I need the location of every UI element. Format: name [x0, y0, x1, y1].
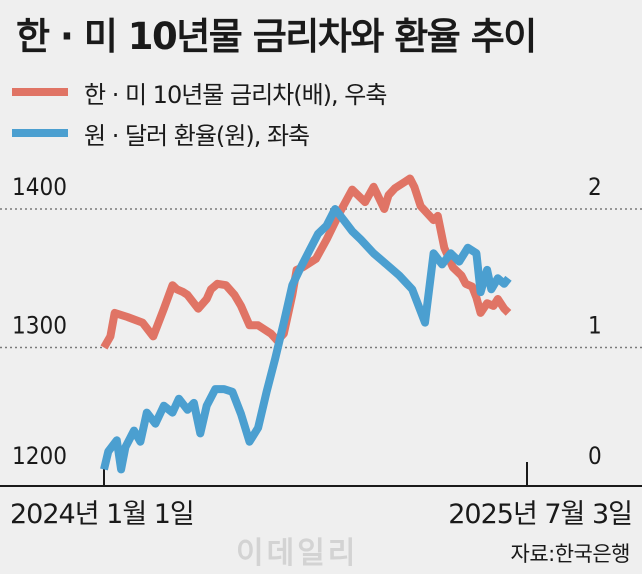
chart-title: 한 · 미 10년물 금리차와 환율 추이 — [16, 15, 537, 58]
legend-swatch-exchange-rate — [12, 129, 68, 137]
right-axis-tick-label: 2 — [588, 173, 602, 201]
series-line-rate-diff — [100, 174, 512, 350]
legend-label-rate-diff: 한 · 미 10년물 금리차(배), 우축 — [84, 80, 387, 109]
legend-item-exchange-rate: 원 · 달러 환율(원), 좌축 — [12, 118, 310, 150]
right-axis-tick-label: 0 — [588, 442, 602, 470]
left-axis-tick-label: 1400 — [12, 173, 67, 201]
x-axis-tick-label-start: 2024년 1월 1일 — [10, 499, 194, 530]
left-axis-tick-label: 1200 — [12, 442, 67, 470]
watermark-text: 이데일리 — [236, 536, 358, 571]
legend-swatch-rate-diff — [12, 88, 68, 96]
series-line-exchange-rate — [100, 205, 512, 474]
legend-label-exchange-rate: 원 · 달러 환율(원), 좌축 — [84, 121, 310, 150]
left-axis-tick-label: 1300 — [12, 312, 67, 340]
source-label: 자료:한국은행 — [510, 542, 631, 566]
x-axis-tick-label-end: 2025년 7월 3일 — [448, 499, 632, 530]
right-axis-tick-label: 1 — [588, 312, 602, 340]
legend-item-rate-diff: 한 · 미 10년물 금리차(배), 우축 — [12, 77, 387, 109]
